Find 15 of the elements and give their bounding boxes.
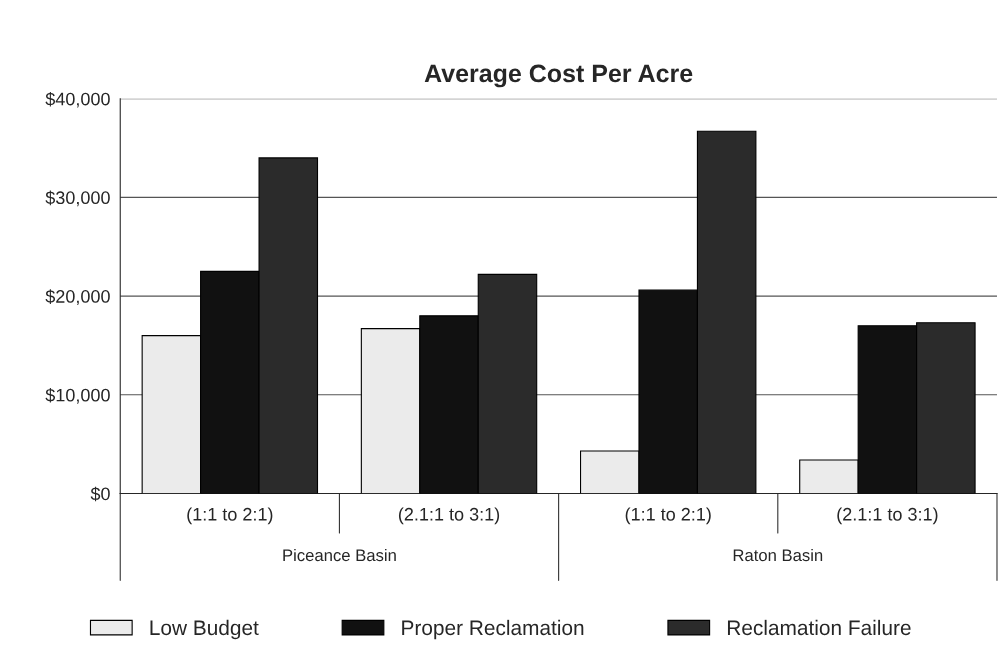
y-tick-label: $0 — [90, 486, 110, 502]
y-tick-label: $10,000 — [45, 387, 110, 404]
x-tick-label: (2.1:1 to 3:1) — [398, 507, 500, 525]
y-tick-label: $40,000 — [45, 91, 110, 108]
legend-label: Low Budget — [150, 619, 259, 640]
legend-label: Proper Reclamation — [402, 619, 584, 640]
x-tick-label: (1:1 to 2:1) — [187, 507, 273, 525]
text: Raton Basin — [733, 548, 823, 562]
chart-title: Average Cost Per Acre — [424, 64, 693, 88]
y-tick-label: $30,000 — [45, 190, 110, 207]
legend-label: Reclamation Failure — [727, 619, 911, 636]
y-tick-label: $20,000 — [45, 289, 110, 305]
x-tick-label: (1:1 to 2:1) — [625, 507, 711, 525]
x-tick-label: (2.1:1 to 3:1) — [837, 507, 938, 525]
text: Piceance Basin — [283, 548, 396, 562]
